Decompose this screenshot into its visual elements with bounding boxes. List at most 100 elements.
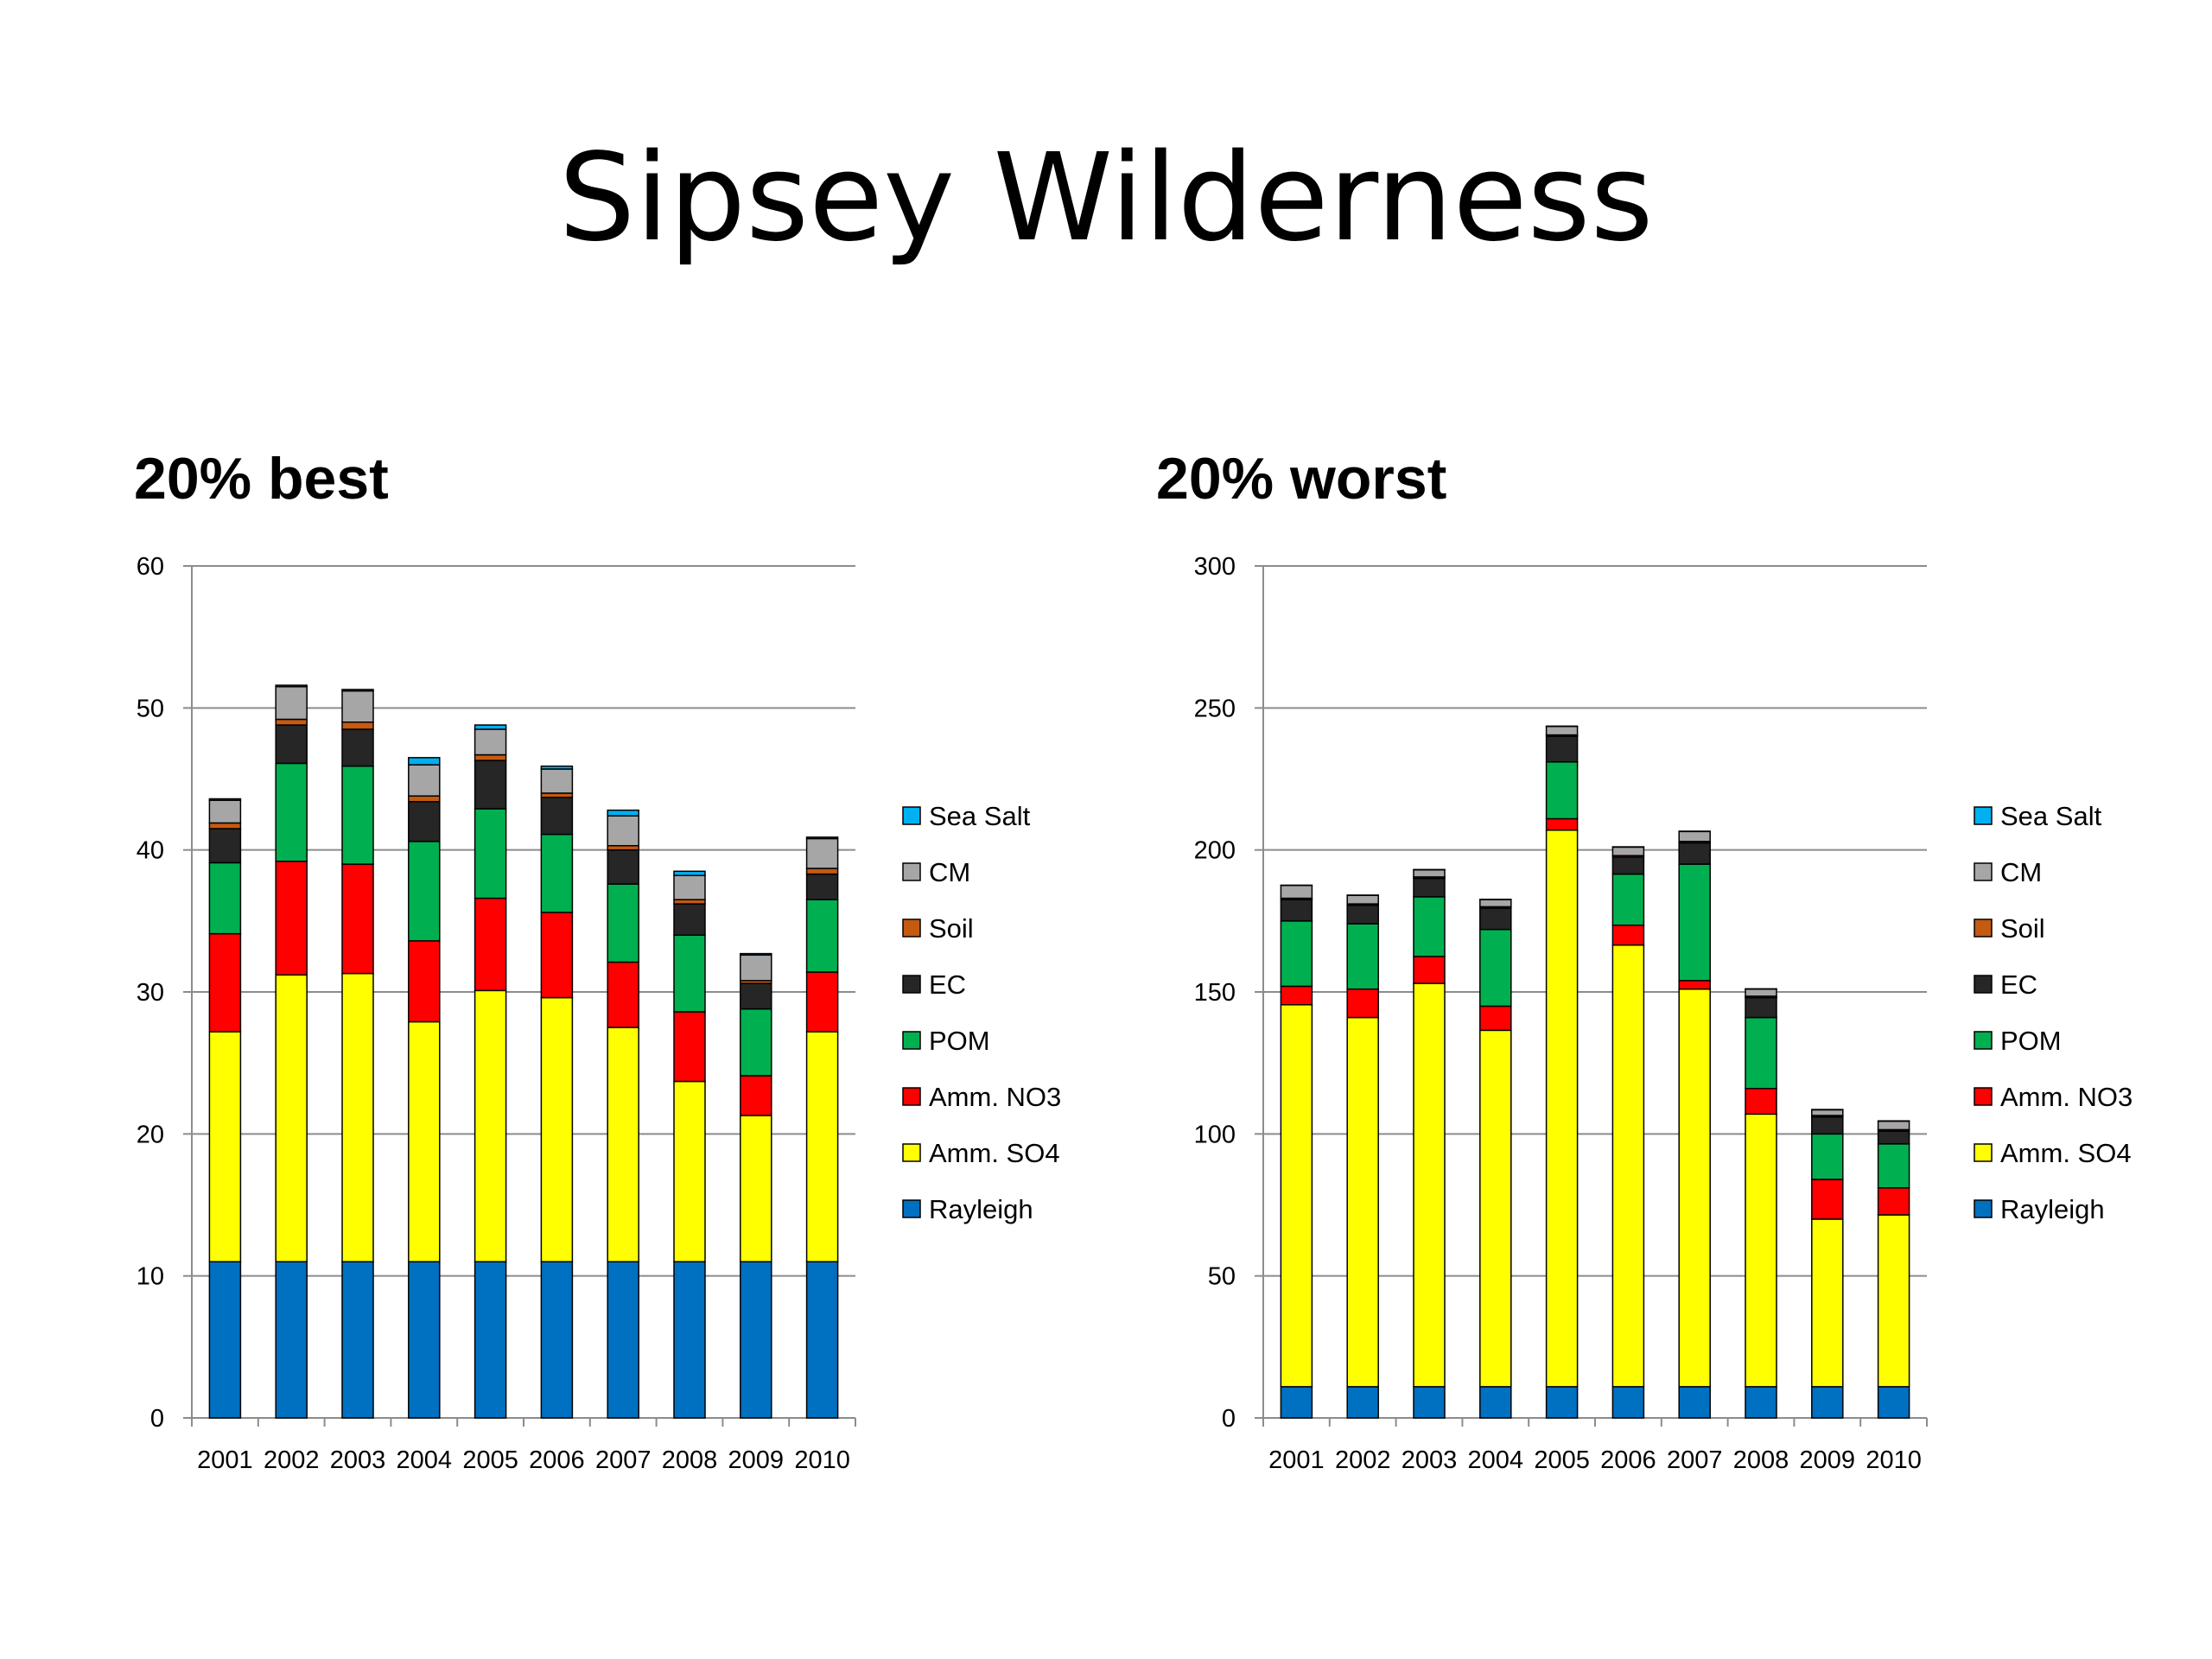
bar-amm-no3-2003 [1413,956,1446,984]
legend-label-cm: CM [2000,857,2042,887]
bar-rayleigh-2004 [408,1261,441,1419]
bar-rayleigh-2005 [1545,1386,1579,1419]
legend-label-amm-so4: Amm. SO4 [929,1138,1060,1168]
x-tick-label: 2006 [1600,1446,1656,1474]
bar-pom-2006 [1611,873,1645,926]
bar-soil-2003 [341,721,374,730]
bar-sea-salt-2001 [208,798,242,801]
bar-rayleigh-2008 [1745,1386,1777,1419]
bar-cm-2001 [1280,885,1313,899]
bar-cm-2006 [1611,846,1645,856]
bar-ec-2003 [1413,877,1446,898]
bar-amm-so4-2010 [805,1031,839,1262]
legend-label-soil: Soil [929,913,974,944]
bar-rayleigh-2007 [607,1261,639,1419]
legend-swatch-rayleigh [1974,1199,1993,1218]
x-tick-label: 2002 [264,1446,320,1474]
legend-label-amm-no3: Amm. NO3 [929,1082,1061,1112]
legend-swatch-sea-salt [1974,806,1993,825]
bar-ec-2001 [208,828,242,864]
bar-amm-no3-2006 [540,912,574,999]
bar-amm-no3-2004 [1479,1005,1512,1032]
bar-rayleigh-2008 [673,1261,706,1419]
bar-cm-2003 [341,690,374,723]
bar-sea-salt-2003 [341,689,374,692]
bar-cm-2005 [1545,725,1579,736]
bar-cm-2004 [1479,899,1512,908]
bar-pom-2009 [740,1007,772,1077]
bar-ec-2002 [275,724,308,765]
y-tick-label: 60 [137,553,164,581]
bar-ec-2009 [740,982,772,1010]
bar-amm-no3-2002 [1346,988,1379,1019]
bar-amm-so4-2003 [341,972,374,1262]
x-tick-label: 2005 [1534,1446,1590,1474]
legend-label-pom: POM [2000,1026,2062,1056]
bar-ec-2003 [341,728,374,767]
bar-pom-2002 [1346,923,1379,990]
bar-soil-2005 [474,753,507,761]
y-tick-label: 50 [1208,1263,1236,1291]
y-tick-label: 0 [150,1405,164,1433]
legend-swatch-ec [902,975,921,994]
bar-amm-no3-2010 [805,971,839,1033]
x-tick-label: 2008 [662,1446,718,1474]
bar-pom-2009 [1811,1133,1844,1180]
x-tick-label: 2007 [1667,1446,1723,1474]
bar-ec-2004 [1479,907,1512,931]
bar-pom-2010 [805,899,839,973]
bar-cm-2005 [474,728,507,756]
bar-cm-2003 [1413,868,1446,878]
bar-cm-2010 [1877,1120,1910,1131]
bar-ec-2010 [805,873,839,900]
bar-pom-2003 [1413,896,1446,957]
y-tick-label: 50 [137,695,164,722]
bar-ec-2006 [540,797,574,836]
bar-amm-no3-2005 [1545,817,1579,831]
bar-ec-2005 [1545,735,1579,763]
bar-amm-so4-2002 [275,974,308,1262]
bar-ec-2006 [1611,856,1645,875]
legend-swatch-cm [1974,862,1993,881]
x-tick-label: 2009 [1800,1446,1856,1474]
x-tick-label: 2001 [1268,1446,1325,1474]
y-tick-label: 40 [137,837,164,865]
x-tick-label: 2003 [1402,1446,1458,1474]
bar-ec-2008 [1745,996,1777,1019]
x-tick-label: 2003 [330,1446,386,1474]
legend-label-soil: Soil [2000,913,2045,944]
bar-amm-so4-2001 [208,1031,242,1262]
bar-rayleigh-2006 [540,1261,574,1419]
bar-rayleigh-2009 [1811,1386,1844,1419]
bar-amm-so4-2008 [673,1080,706,1262]
bar-pom-2007 [1678,863,1711,982]
bar-amm-no3-2001 [1280,985,1313,1006]
x-tick-label: 2009 [728,1446,785,1474]
legend-label-amm-so4: Amm. SO4 [2000,1138,2132,1168]
bar-ec-2004 [408,801,441,842]
bar-pom-2007 [607,883,639,963]
bar-amm-no3-2005 [474,897,507,992]
bar-amm-no3-2008 [1745,1087,1777,1116]
bar-sea-salt-2005 [474,724,507,730]
chart-title-best: 20% best [134,446,389,512]
bar-cm-2010 [805,837,839,869]
legend-swatch-rayleigh [902,1199,921,1218]
bar-ec-2007 [1678,842,1711,865]
bar-rayleigh-2007 [1678,1386,1711,1419]
y-tick-label: 100 [1194,1121,1236,1148]
legend-swatch-cm [902,862,921,881]
y-tick-label: 30 [137,979,164,1007]
x-tick-label: 2010 [1866,1446,1922,1474]
bar-cm-2009 [1811,1109,1844,1116]
bar-amm-so4-2003 [1413,982,1446,1388]
bar-ec-2010 [1877,1130,1910,1145]
bar-amm-so4-2007 [1678,988,1711,1388]
bar-sea-salt-2010 [805,836,839,840]
bar-pom-2006 [540,833,574,913]
legend-label-ec: EC [2000,969,2037,1000]
bar-pom-2003 [341,765,374,865]
bar-amm-so4-2002 [1346,1016,1379,1388]
bar-pom-2001 [208,861,242,935]
bar-amm-so4-2009 [1811,1218,1844,1388]
